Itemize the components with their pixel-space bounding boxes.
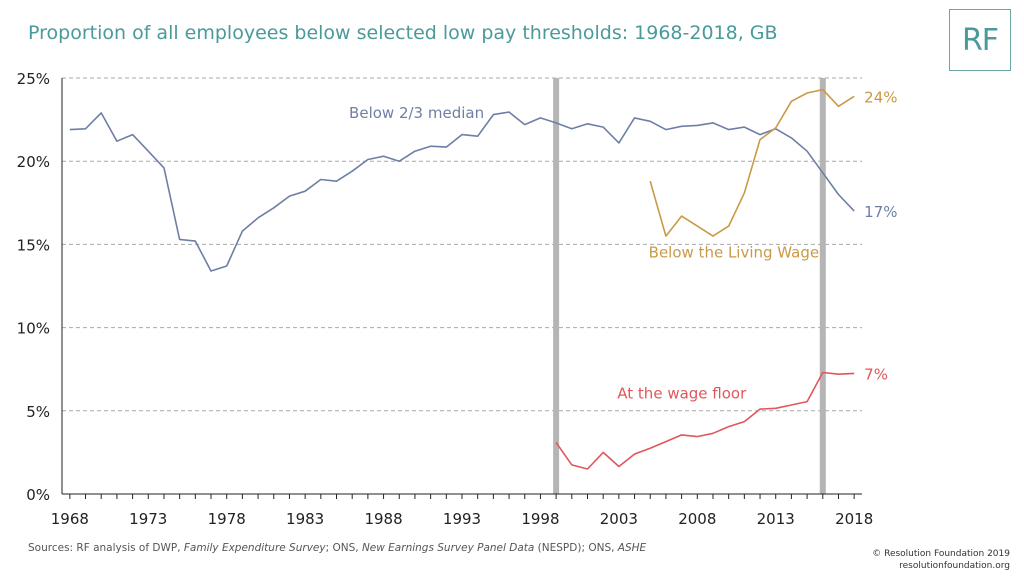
sources-prefix: Sources: RF analysis of DWP,	[28, 542, 184, 554]
y-tick-label: 25%	[17, 70, 50, 88]
sources-nespd: New Earnings Survey Panel Data	[361, 542, 535, 554]
x-tick-label: 1998	[521, 510, 559, 528]
vertical-marker	[819, 78, 826, 494]
x-tick-label: 1978	[208, 510, 246, 528]
series-end-label: 17%	[864, 203, 897, 221]
sources-fes: Family Expenditure Survey	[183, 542, 326, 554]
sources-note: Sources: RF analysis of DWP, Family Expe…	[28, 542, 646, 554]
series-name-label: Below the Living Wage	[649, 244, 819, 262]
x-tick-label: 1968	[51, 510, 89, 528]
sources-mid2: (NESPD); ONS,	[534, 542, 618, 554]
chart-title: Proportion of all employees below select…	[28, 22, 778, 44]
x-tick-label: 1973	[129, 510, 167, 528]
sources-ashe: ASHE	[617, 542, 647, 554]
series-name-label: Below 2/3 median	[349, 104, 484, 122]
series-line	[69, 111, 855, 272]
y-tick-label: 0%	[26, 486, 50, 504]
sources-mid1: ; ONS,	[325, 542, 362, 554]
y-tick-label: 5%	[26, 403, 50, 421]
rf-logo: RF	[949, 9, 1011, 71]
copyright-line2: resolutionfoundation.org	[899, 561, 1010, 571]
series-end-label: 24%	[864, 88, 897, 106]
copyright-note: © Resolution Foundation 2019 resolutionfo…	[872, 548, 1010, 572]
series-line	[555, 371, 855, 470]
vertical-marker	[553, 78, 560, 494]
series-name-label: At the wage floor	[617, 384, 747, 402]
y-tick-label: 20%	[17, 153, 50, 171]
x-tick-label: 1983	[286, 510, 324, 528]
x-tick-label: 2003	[600, 510, 638, 528]
x-tick-label: 2013	[757, 510, 795, 528]
x-tick-label: 2008	[678, 510, 716, 528]
y-tick-label: 15%	[17, 236, 50, 254]
x-tick-label: 1988	[364, 510, 402, 528]
copyright-line1: © Resolution Foundation 2019	[872, 549, 1010, 559]
series-line	[649, 88, 855, 237]
x-tick-label: 1993	[443, 510, 481, 528]
y-tick-label: 10%	[17, 320, 50, 338]
series-end-label: 7%	[864, 365, 888, 383]
x-tick-label: 2018	[835, 510, 873, 528]
